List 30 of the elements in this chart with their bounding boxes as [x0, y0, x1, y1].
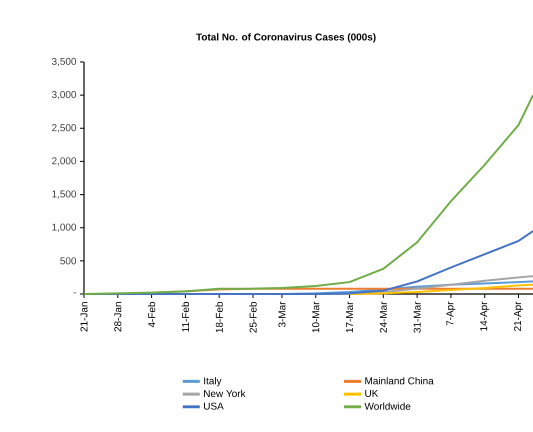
x-tick-label: 14-Apr: [480, 302, 490, 331]
y-tick-label: 1,500: [52, 190, 76, 199]
x-tick-label: 18-Feb: [216, 302, 223, 332]
legend-label: Worldwide: [364, 402, 410, 410]
x-tick-label: 21-Apr: [514, 302, 524, 331]
x-tick-label: 4-Feb: [148, 302, 156, 328]
x-tick-label: 3-Mar: [278, 302, 286, 328]
y-tick-label: 2,500: [52, 124, 76, 132]
x-tick-label: 7-Apr: [446, 302, 456, 326]
x-tick-label: 21-Jan: [80, 302, 88, 332]
y-tick-label: 500: [60, 257, 76, 264]
x-tick-label: 11-Feb: [182, 302, 190, 332]
y-tick-label: 3,000: [52, 91, 76, 100]
legend-label: Mainland China: [365, 377, 434, 384]
chart-title: Total No. of Coronavirus Cases (000s): [196, 33, 376, 42]
x-tick-label: 28-Jan: [114, 302, 122, 332]
line-series: [348, 284, 533, 295]
legend-label: USA: [204, 402, 224, 410]
x-tick-label: 31-Mar: [414, 302, 421, 333]
y-tick-label: 2,000: [52, 157, 76, 166]
y-tick-label: 1,000: [52, 224, 76, 232]
legend-label: Italy: [204, 377, 222, 386]
legend-label: New York: [204, 390, 246, 398]
y-tick-label: 3,500: [52, 58, 76, 66]
x-tick-label: 17-Mar: [346, 302, 354, 332]
x-tick-label: 25-Feb: [249, 302, 257, 333]
legend-label: UK: [365, 390, 378, 397]
x-tick-label: 10-Mar: [312, 302, 320, 332]
x-tick-label: 24-Mar: [380, 302, 387, 333]
y-tick-label: -: [74, 292, 76, 294]
